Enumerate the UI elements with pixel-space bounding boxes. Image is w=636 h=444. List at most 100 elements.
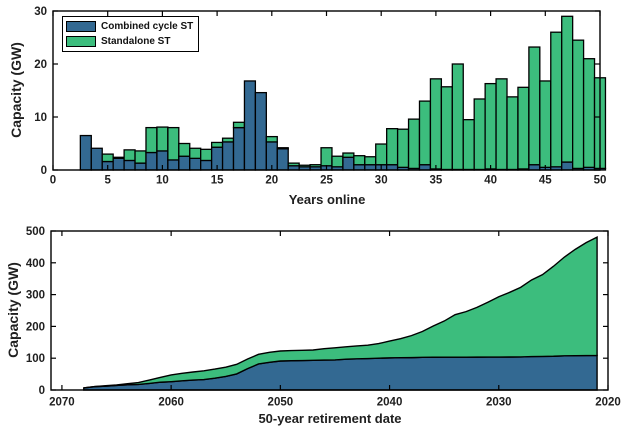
bar-standalone	[178, 142, 191, 157]
x-tick-label: 0	[50, 175, 56, 187]
x-tick-label: 2070	[49, 397, 75, 409]
bar-combined-cycle	[112, 157, 125, 171]
bar-standalone	[386, 128, 399, 166]
bar-standalone	[462, 119, 475, 171]
bar-standalone	[112, 156, 125, 159]
bar-standalone	[473, 98, 486, 171]
bar-standalone	[221, 137, 235, 143]
x-tick-label: 2050	[268, 397, 294, 409]
x-tick-label: 25	[320, 175, 333, 187]
x-tick-label: 30	[375, 175, 388, 187]
bar-standalone	[210, 141, 224, 148]
bar-standalone	[156, 126, 169, 152]
legend-label-combined-cycle: Combined cycle ST	[101, 21, 194, 32]
bar-standalone	[353, 155, 366, 166]
y-tick-label: 300	[26, 290, 45, 302]
bar-standalone	[342, 152, 355, 158]
bar-standalone	[189, 147, 202, 159]
bottom-chart-x-axis-label: 50-year retirement date	[258, 411, 402, 426]
x-tick-label: 20	[265, 175, 278, 187]
bar-combined-cycle	[353, 164, 366, 171]
x-tick-label: 40	[484, 175, 497, 187]
x-tick-label: 2020	[595, 397, 621, 409]
bar-standalone	[440, 86, 453, 171]
bar-standalone	[287, 162, 300, 167]
bar-standalone	[200, 148, 213, 162]
bar-standalone	[517, 86, 530, 170]
x-tick-label: 2060	[158, 397, 184, 409]
bar-combined-cycle	[145, 151, 158, 171]
x-tick-label: 2040	[377, 397, 403, 409]
bottom-chart-y-axis-label: Capacity (GW)	[5, 262, 21, 358]
top-chart-y-axis-label: Capacity (GW)	[8, 42, 24, 138]
bar-combined-cycle	[243, 80, 257, 171]
bar-combined-cycle	[276, 148, 289, 171]
legend-item-standalone: Standalone ST	[66, 34, 193, 49]
legend-swatch-standalone-icon	[66, 36, 96, 47]
y-tick-label: 400	[26, 258, 45, 270]
y-tick-label: 10	[34, 112, 47, 124]
bar-standalone	[528, 46, 541, 166]
bar-combined-cycle	[221, 141, 235, 171]
bar-standalone	[561, 15, 574, 163]
bar-combined-cycle	[232, 126, 246, 171]
bar-standalone	[550, 31, 563, 168]
bar-combined-cycle	[386, 164, 399, 171]
x-tick-label: 50	[594, 175, 607, 187]
top-chart-x-axis-label: Years online	[288, 192, 366, 207]
plot-border	[50, 230, 609, 391]
x-tick-label: 10	[156, 175, 169, 187]
bar-standalone	[364, 156, 377, 166]
bar-standalone	[309, 164, 322, 168]
bar-combined-cycle	[178, 155, 191, 171]
x-tick-label: 45	[539, 175, 552, 187]
y-tick-label: 0	[39, 385, 45, 397]
bar-standalone	[276, 147, 289, 150]
bar-standalone	[232, 121, 246, 129]
bar-standalone	[331, 155, 344, 168]
bar-standalone	[101, 153, 114, 163]
x-tick-label: 15	[211, 175, 224, 187]
bar-standalone	[396, 128, 410, 169]
bar-standalone	[123, 149, 136, 162]
area-combined-cycle	[83, 354, 598, 391]
bar-standalone	[572, 39, 585, 170]
bar-standalone	[320, 147, 333, 167]
y-tick-label: 20	[34, 59, 47, 71]
bar-combined-cycle	[342, 156, 355, 171]
bar-combined-cycle	[79, 134, 92, 171]
bar-standalone	[407, 118, 421, 170]
bar-standalone	[145, 126, 158, 154]
bar-standalone	[429, 78, 443, 170]
bar-combined-cycle	[418, 164, 432, 171]
bar-standalone	[582, 58, 596, 169]
legend-label-standalone: Standalone ST	[101, 36, 171, 47]
y-tick-label: 200	[26, 321, 45, 333]
bar-combined-cycle	[528, 164, 541, 171]
bar-combined-cycle	[90, 147, 103, 171]
bar-combined-cycle	[167, 159, 180, 171]
bar-standalone	[418, 100, 432, 166]
legend-swatch-combined-cycle-icon	[66, 21, 96, 32]
bar-combined-cycle	[200, 159, 213, 171]
bar-standalone	[506, 96, 519, 171]
bar-combined-cycle	[189, 157, 202, 171]
bar-standalone	[265, 135, 278, 143]
bar-combined-cycle	[254, 91, 267, 171]
bar-standalone	[167, 126, 180, 161]
x-tick-label: 2030	[486, 397, 512, 409]
bar-standalone	[375, 143, 388, 166]
bar-standalone	[484, 82, 497, 170]
bar-standalone	[298, 164, 311, 168]
y-tick-label: 30	[34, 6, 47, 18]
bar-combined-cycle	[364, 164, 377, 171]
bar-standalone	[495, 78, 508, 171]
bar-standalone	[539, 80, 552, 168]
bar-combined-cycle	[561, 161, 574, 171]
bar-standalone	[451, 63, 464, 171]
y-tick-label: 0	[41, 165, 47, 177]
bar-combined-cycle	[123, 159, 136, 171]
area-standalone	[83, 236, 598, 389]
